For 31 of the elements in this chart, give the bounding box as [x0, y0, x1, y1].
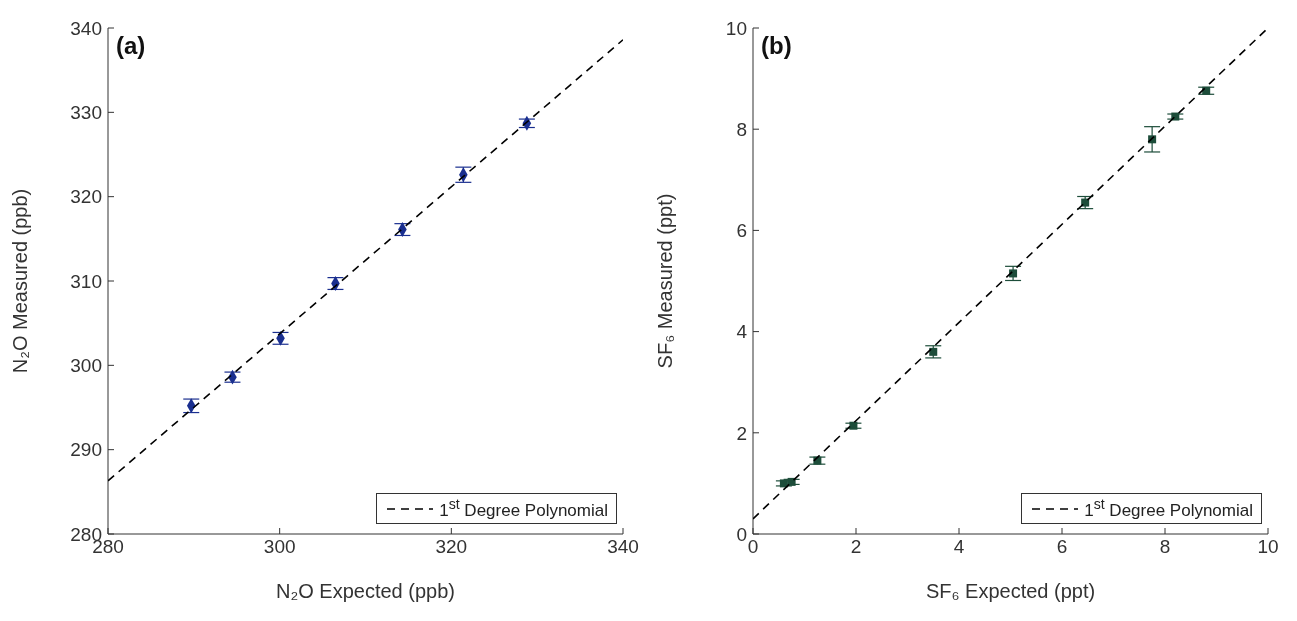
y-tick-label: 10 — [725, 17, 747, 39]
annotation: (b) — [761, 32, 792, 60]
y-tick-label: 320 — [70, 186, 102, 208]
legend-label: 1$^{st}$ Degree Polynomial — [1084, 496, 1253, 521]
x-axis-title: N₂O Expected (ppb) — [276, 580, 455, 602]
point — [779, 479, 788, 488]
y-axis-title: SF₆ Measured (ppt) — [654, 193, 677, 369]
point — [787, 477, 796, 486]
legend-label: 1$^{st}$ Degree Polynomial — [439, 496, 608, 521]
y-tick-label: 340 — [70, 17, 102, 39]
x-tick-label: 320 — [435, 536, 468, 558]
x-tick-label: 8 — [1159, 536, 1171, 558]
y-tick-label: 8 — [736, 118, 747, 140]
y-tick-label: 310 — [70, 270, 102, 292]
x-axis-title: SF₆ Expected (ppt) — [925, 580, 1096, 602]
point — [929, 347, 938, 356]
y-tick-label: 4 — [736, 321, 748, 343]
x-tick-label: 2 — [850, 536, 862, 558]
x-tick-label: 340 — [607, 536, 639, 558]
x-tick-label: 300 — [263, 536, 296, 558]
point — [1081, 198, 1090, 207]
x-tick-label: 4 — [953, 536, 965, 558]
annotation: (a) — [116, 32, 146, 60]
y-tick-label: 6 — [736, 220, 747, 242]
y-tick-label: 290 — [70, 439, 102, 461]
y-tick-label: 2 — [736, 422, 747, 444]
y-tick-label: 300 — [70, 355, 102, 377]
y-tick-label: 330 — [70, 102, 102, 124]
y-axis-title: N₂O Measured (ppb) — [9, 188, 32, 374]
x-tick-label: 10 — [1257, 536, 1279, 558]
x-tick-label: 6 — [1056, 536, 1068, 558]
